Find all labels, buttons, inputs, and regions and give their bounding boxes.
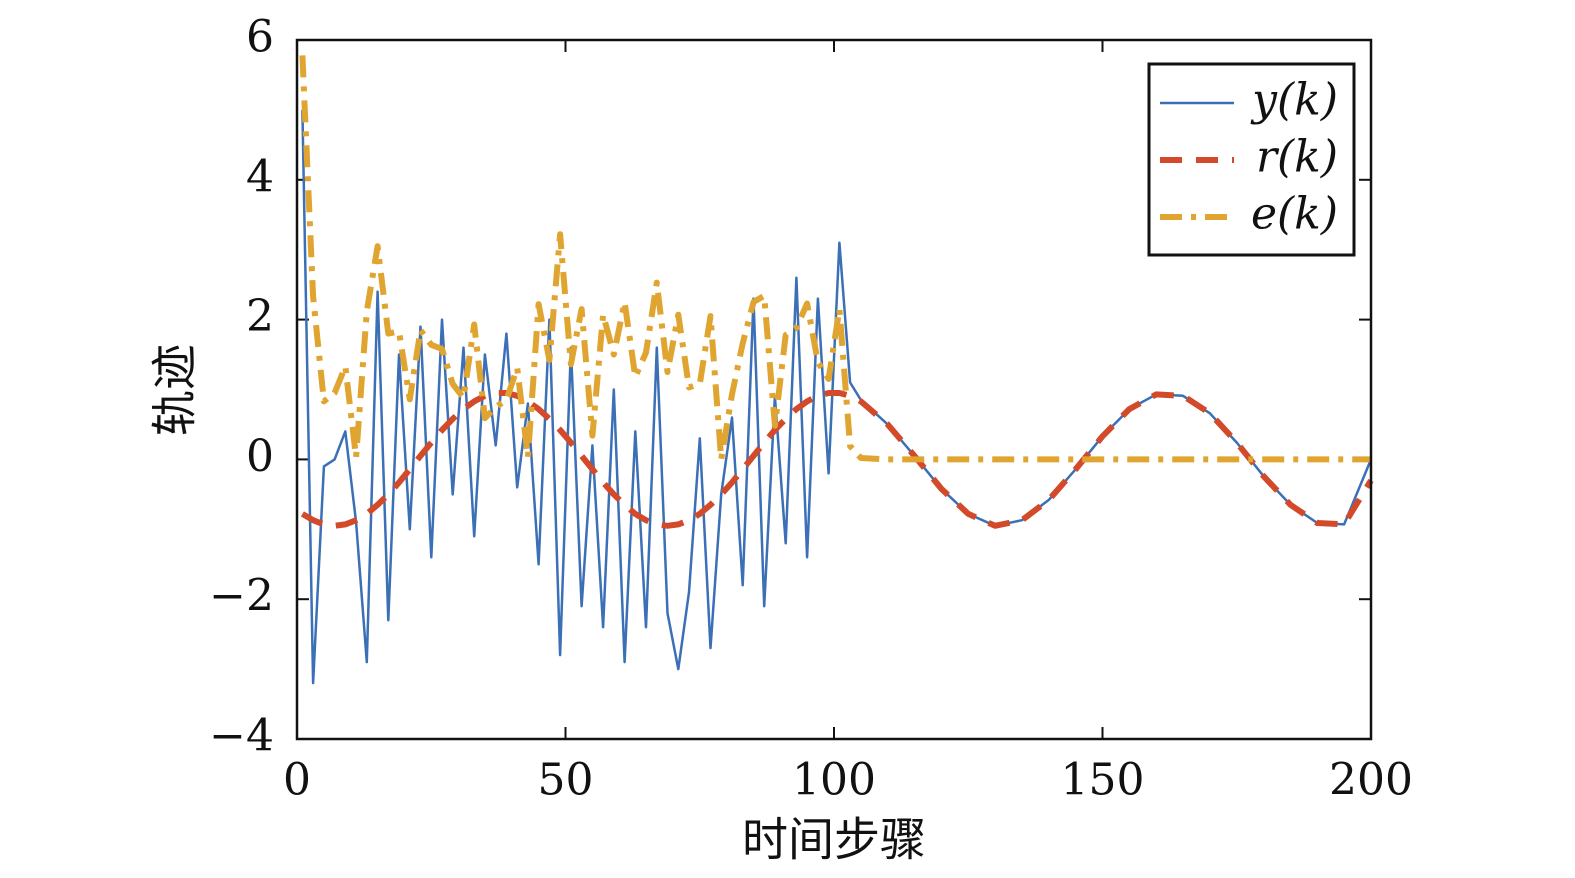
x-axis-label: 时间步骤	[742, 813, 926, 867]
x-tick-label: 50	[538, 755, 594, 806]
y-tick-label: 4	[246, 151, 274, 202]
x-tick-label: 0	[283, 755, 311, 806]
y-axis-label: 轨迹	[148, 344, 202, 436]
y-tick-label: 0	[246, 431, 274, 482]
plot-frame	[295, 38, 1373, 741]
y-tick-label: −2	[209, 571, 274, 622]
y-tick-label: 6	[246, 12, 274, 63]
legend-label: r(k)	[1256, 132, 1338, 183]
x-tick-label: 100	[792, 755, 876, 806]
x-tick-label: 200	[1329, 755, 1413, 806]
y-tick-label: −4	[209, 711, 274, 762]
legend-label: y(k)	[1250, 75, 1338, 126]
series-line	[299, 55, 1371, 463]
legend-label: e(k)	[1251, 189, 1338, 240]
y-tick-label: 2	[246, 291, 274, 342]
x-tick-label: 150	[1061, 755, 1145, 806]
legend-box	[1147, 62, 1356, 257]
series-line	[300, 390, 1374, 529]
